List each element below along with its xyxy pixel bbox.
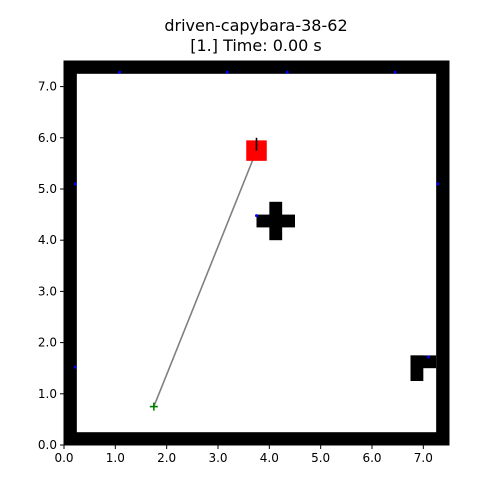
waypoint-marker (393, 70, 397, 74)
wall-segment (64, 61, 449, 74)
wall-segment (64, 61, 77, 445)
waypoint-marker (225, 70, 229, 74)
y-tick-label: 5.0 (38, 182, 57, 196)
y-tick-label: 4.0 (38, 233, 57, 247)
time-readout: [1.] Time: 0.00 s (190, 36, 322, 55)
x-tick-label: 4.0 (260, 451, 279, 465)
y-tick-label: 3.0 (38, 284, 57, 298)
x-tick-label: 0.0 (54, 451, 73, 465)
waypoint-marker (426, 355, 430, 359)
y-axis: 0.0 1.0 2.0 3.0 4.0 5.0 6.0 7.0 (38, 80, 64, 452)
y-tick-label: 2.0 (38, 336, 57, 350)
plot-frame (63, 60, 450, 446)
x-tick-label: 2.0 (157, 451, 176, 465)
y-tick-label: 0.0 (38, 438, 57, 452)
y-tick-label: 7.0 (38, 80, 57, 94)
x-tick-label: 7.0 (414, 451, 433, 465)
waypoint-marker (73, 365, 77, 369)
obstacle-block (269, 201, 283, 241)
planned-path (153, 150, 258, 407)
x-axis: 0.0 1.0 2.0 3.0 4.0 5.0 6.0 7.0 (54, 445, 433, 465)
arena-walls (64, 61, 449, 445)
waypoint-marker (285, 70, 289, 74)
wall-segment (436, 61, 449, 445)
obstacles (256, 201, 437, 381)
waypoint-marker (255, 214, 258, 218)
waypoint-marker (436, 182, 440, 186)
obstacle-block (410, 355, 424, 381)
waypoint-marker (117, 70, 121, 74)
figure-title: driven-capybara-38-62 (164, 16, 347, 35)
x-tick-label: 5.0 (311, 451, 330, 465)
arena-floor (64, 61, 449, 445)
x-tick-label: 3.0 (208, 451, 227, 465)
x-tick-label: 1.0 (106, 451, 125, 465)
y-tick-label: 1.0 (38, 387, 57, 401)
wall-segment (64, 432, 449, 445)
y-tick-label: 6.0 (38, 131, 57, 145)
waypoint-marker (73, 182, 77, 186)
waypoint-markers (73, 70, 440, 369)
x-tick-label: 6.0 (362, 451, 381, 465)
goal-marker (149, 402, 158, 411)
map-plot-area (63, 60, 450, 446)
